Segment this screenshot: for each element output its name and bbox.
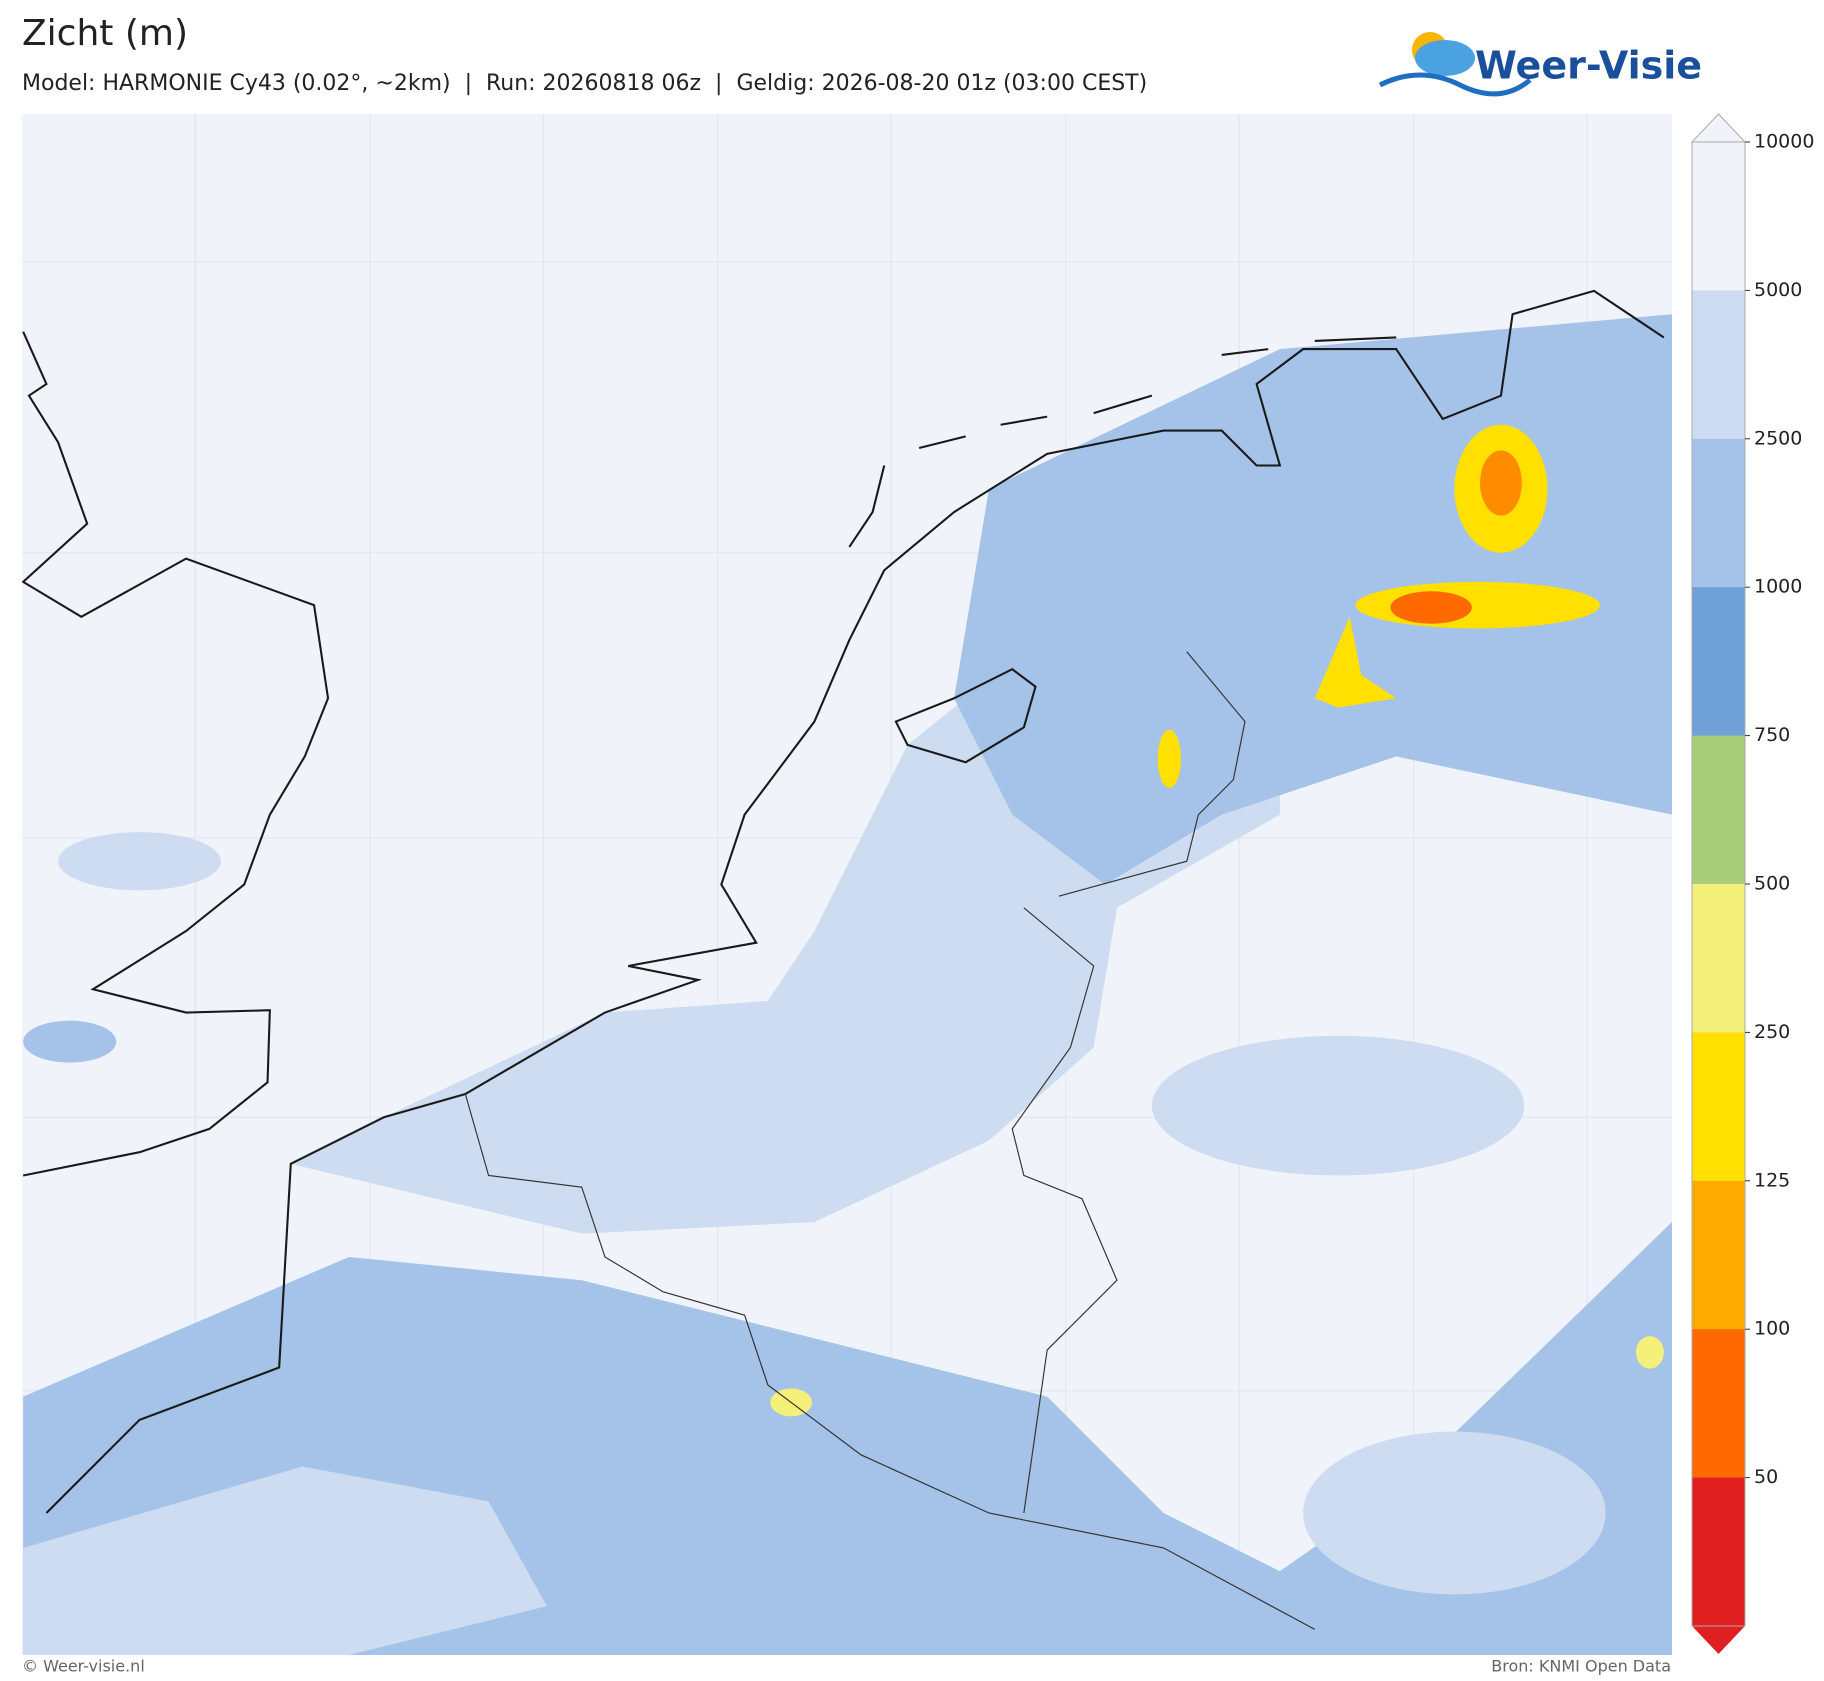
subtitle: Model: HARMONIE Cy43 (0.02°, ~2km) | Run… xyxy=(22,71,1147,96)
colorbar-label: 125 xyxy=(1754,1169,1790,1191)
colorbar-extension-top xyxy=(1690,113,1747,143)
colorbar-label: 1000 xyxy=(1754,576,1802,598)
colorbar-segment xyxy=(1692,1329,1745,1479)
footer-right: Bron: KNMI Open Data xyxy=(1491,1657,1671,1676)
colorbar-label: 10000 xyxy=(1754,131,1814,153)
colorbar-segment xyxy=(1692,1032,1745,1182)
colorbar-label: 250 xyxy=(1754,1021,1790,1043)
colorbar-segment xyxy=(1692,438,1745,588)
colorbar-label: 50 xyxy=(1754,1466,1778,1488)
colorbar-segment xyxy=(1692,587,1745,737)
logo-text: Weer-Visie xyxy=(1475,44,1702,88)
colorbar-segment xyxy=(1692,884,1745,1033)
colorbar-segment xyxy=(1692,1180,1745,1330)
colorbar-label: 500 xyxy=(1754,873,1790,895)
footer-left: © Weer-visie.nl xyxy=(22,1657,145,1676)
colorbar-label: 2500 xyxy=(1754,427,1802,449)
map xyxy=(22,114,1672,1655)
colorbar-label: 100 xyxy=(1754,1318,1790,1340)
colorbar-extension-bottom xyxy=(1692,1626,1745,1654)
colorbar-segment xyxy=(1692,290,1745,440)
colorbar: 10000 5000 2500 1000 750 500 250 125 100 50 xyxy=(1690,113,1814,1654)
colorbar-label: 750 xyxy=(1754,724,1790,746)
title: Zicht (m) xyxy=(22,13,188,54)
colorbar-label: 5000 xyxy=(1754,279,1802,301)
colorbar-segment xyxy=(1692,735,1745,885)
colorbar-segment xyxy=(1692,142,1745,291)
logo: Weer-Visie xyxy=(1378,32,1702,97)
colorbar-segment xyxy=(1692,1477,1745,1627)
